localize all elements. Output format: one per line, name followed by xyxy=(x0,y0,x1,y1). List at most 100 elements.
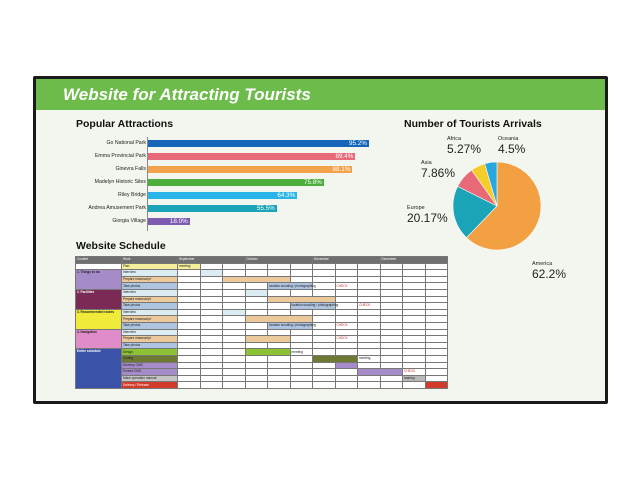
schedule-cell xyxy=(357,321,381,330)
schedule-cell xyxy=(357,262,381,271)
schedule-row: Take photos location scouting / photograp… xyxy=(76,282,449,290)
schedule-cell xyxy=(424,288,449,297)
schedule-cell xyxy=(222,361,246,370)
schedule-cell xyxy=(267,354,291,363)
schedule-work-label: Design xyxy=(121,348,178,356)
schedule-task-note: meeting xyxy=(289,348,314,356)
schedule-row: Take photos xyxy=(76,341,449,350)
schedule-work-label: Prepare manuscript xyxy=(121,315,178,323)
schedule-group-label: 4. Navigation xyxy=(75,328,122,350)
bar-label: Riley Bridge xyxy=(118,192,146,198)
schedule-cell xyxy=(177,341,201,350)
schedule-cell xyxy=(402,361,426,370)
schedule-cell xyxy=(379,282,404,290)
schedule-task-bar xyxy=(424,381,449,389)
header-content: Content xyxy=(75,256,122,264)
schedule-cell xyxy=(199,282,223,290)
schedule-cell xyxy=(379,341,404,350)
schedule-work-label: Interview xyxy=(121,328,178,337)
schedule-cell xyxy=(334,328,359,337)
schedule-cell xyxy=(357,275,381,284)
schedule-cell xyxy=(177,308,201,317)
schedule-task-bar xyxy=(244,335,291,343)
schedule-task-note: CHECK xyxy=(334,335,359,343)
schedule-task-note: meeting xyxy=(177,262,201,271)
schedule-row: Plan meeting xyxy=(75,262,449,271)
schedule-cell xyxy=(177,328,201,337)
schedule-cell xyxy=(402,321,426,330)
schedule-cell xyxy=(289,374,314,383)
schedule-cell xyxy=(199,262,223,271)
schedule-cell xyxy=(244,354,269,363)
schedule-cell xyxy=(199,381,223,389)
schedule-cell xyxy=(244,368,269,376)
schedule-cell xyxy=(424,282,449,290)
schedule-cell xyxy=(424,335,449,343)
bar: 89.4% xyxy=(148,153,356,160)
schedule-task-bar xyxy=(244,348,291,356)
schedule-cell xyxy=(312,275,336,284)
pie-slice-europe xyxy=(452,185,498,239)
schedule-cell xyxy=(199,321,223,330)
title-banner: Website for Attracting Tourists xyxy=(36,79,605,110)
schedule-work-label: Make operation manual xyxy=(121,374,178,383)
schedule-cell xyxy=(222,368,246,376)
schedule-task-note: CHECK xyxy=(334,282,359,290)
schedule-task-bar xyxy=(357,368,404,376)
schedule-cell xyxy=(199,348,223,356)
schedule-cell xyxy=(199,302,223,310)
schedule-cell xyxy=(334,368,359,376)
schedule-cell xyxy=(402,354,426,363)
schedule-cell xyxy=(177,288,201,297)
schedule-cell xyxy=(289,328,314,337)
schedule-cell xyxy=(199,374,223,383)
pie-label-name: Asia xyxy=(421,160,432,166)
schedule-cell xyxy=(199,341,223,350)
schedule-cell xyxy=(289,335,314,343)
schedule-cell xyxy=(357,341,381,350)
schedule-cell xyxy=(199,275,223,284)
schedule-cell xyxy=(379,335,404,343)
schedule-work-label: Plan xyxy=(121,262,178,271)
schedule-task-note: location scouting / photographing xyxy=(267,321,316,330)
schedule-cell xyxy=(379,374,404,383)
schedule-cell xyxy=(379,361,404,370)
schedule-cell xyxy=(334,341,359,350)
schedule-cell xyxy=(244,381,269,389)
schedule-cell xyxy=(222,328,246,337)
schedule-cell xyxy=(267,381,291,389)
schedule-task-bar xyxy=(222,275,291,284)
schedule-cell xyxy=(244,295,269,304)
schedule-cell xyxy=(222,354,246,363)
schedule-cell xyxy=(267,262,291,271)
schedule-row: Embed CMS CHECK xyxy=(76,368,449,376)
schedule-cell xyxy=(424,354,449,363)
schedule-group-label: Entire schedule xyxy=(75,348,122,389)
schedule-work-label: Take photos xyxy=(121,302,178,310)
schedule-cell xyxy=(244,341,269,350)
schedule-cell xyxy=(379,315,404,323)
schedule-cell xyxy=(289,341,314,350)
pie-chart-title: Number of Tourists Arrivals xyxy=(404,118,542,130)
schedule-row: Coding meeting xyxy=(76,354,449,363)
schedule-cell xyxy=(312,315,336,323)
schedule-cell xyxy=(402,269,426,277)
pie-label-name: Oceania xyxy=(498,136,519,142)
schedule-cell xyxy=(289,368,314,376)
schedule-cell xyxy=(177,374,201,383)
schedule-cell xyxy=(334,288,359,297)
slide-screen: Website for Attracting Tourists Popular … xyxy=(36,79,605,401)
schedule-cell xyxy=(357,335,381,343)
schedule-cell xyxy=(402,328,426,337)
schedule-cell xyxy=(244,282,269,290)
schedule-cell xyxy=(424,374,449,383)
schedule-cell xyxy=(267,269,291,277)
schedule-task-bar xyxy=(244,315,314,323)
schedule-cell xyxy=(289,361,314,370)
bar: 55.5% xyxy=(148,205,277,212)
schedule-cell xyxy=(222,341,246,350)
schedule-cell xyxy=(357,295,381,304)
schedule-row: Develop CMS xyxy=(76,361,449,370)
schedule-cell xyxy=(312,328,336,337)
schedule-cell xyxy=(177,361,201,370)
